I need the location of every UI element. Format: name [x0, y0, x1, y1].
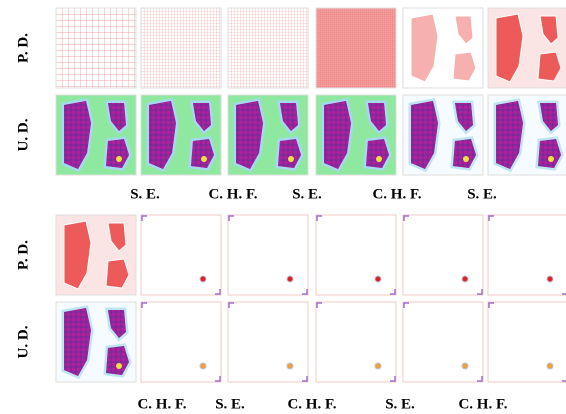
hot-spot	[288, 156, 294, 162]
image-panel	[228, 302, 308, 382]
image-panel	[56, 95, 136, 175]
image-background	[488, 215, 566, 295]
image-background	[488, 302, 566, 382]
image-background	[403, 302, 483, 382]
image-panel	[56, 215, 136, 295]
image-panel	[228, 8, 308, 88]
point-mark	[547, 363, 553, 369]
image-panel	[403, 95, 483, 175]
column-caption: S. E.	[385, 396, 415, 412]
hot-spot	[463, 156, 469, 162]
column-caption: C. H. F.	[458, 396, 507, 412]
image-panel	[316, 302, 396, 382]
image-panel	[316, 215, 396, 295]
image-panel	[56, 302, 136, 382]
point-mark	[462, 363, 468, 369]
image-panel	[488, 302, 566, 382]
point-mark	[547, 276, 553, 282]
image-background	[141, 302, 221, 382]
hot-spot	[376, 156, 382, 162]
point-mark	[287, 363, 293, 369]
image-panel	[228, 215, 308, 295]
row-label: U. D.	[15, 325, 31, 358]
column-caption: S. E.	[292, 186, 322, 202]
point-mark	[200, 276, 206, 282]
image-background	[403, 215, 483, 295]
column-caption: C. H. F.	[208, 186, 257, 202]
image-panel	[141, 302, 221, 382]
column-caption: S. E.	[215, 396, 245, 412]
image-background	[316, 302, 396, 382]
image-background	[228, 215, 308, 295]
image-panel	[141, 8, 221, 88]
point-mark	[375, 363, 381, 369]
point-mark	[200, 363, 206, 369]
image-panel	[316, 8, 396, 88]
figure: P. D. U. D. S. E. C. H. F. S. E. C. H. F. S. E…	[0, 0, 566, 414]
column-caption: C. H. F.	[137, 396, 186, 412]
hot-spot	[548, 156, 554, 162]
image-panel	[316, 95, 396, 175]
image-background	[141, 8, 221, 88]
image-background	[316, 215, 396, 295]
image-panel	[141, 215, 221, 295]
image-background	[56, 8, 136, 88]
image-panel	[403, 8, 483, 88]
image-panel	[488, 215, 566, 295]
image-panel	[403, 215, 483, 295]
row-label: P. D.	[15, 33, 31, 63]
column-caption: C. H. F.	[372, 186, 421, 202]
row-label: P. D.	[15, 240, 31, 270]
image-panel	[228, 95, 308, 175]
column-caption: S. E.	[467, 186, 497, 202]
image-background	[228, 302, 308, 382]
column-caption: S. E.	[130, 186, 160, 202]
image-background	[228, 8, 308, 88]
hot-spot	[116, 156, 122, 162]
image-panel	[488, 8, 566, 88]
image-panel	[488, 95, 566, 175]
image-panel	[403, 302, 483, 382]
row-label: U. D.	[15, 118, 31, 151]
hot-spot	[116, 363, 122, 369]
image-panel	[141, 95, 221, 175]
image-background	[141, 215, 221, 295]
hot-spot	[201, 156, 207, 162]
point-mark	[287, 276, 293, 282]
point-mark	[462, 276, 468, 282]
column-caption: C. H. F.	[287, 396, 336, 412]
image-panel	[56, 8, 136, 88]
point-mark	[375, 276, 381, 282]
image-background	[316, 8, 396, 88]
